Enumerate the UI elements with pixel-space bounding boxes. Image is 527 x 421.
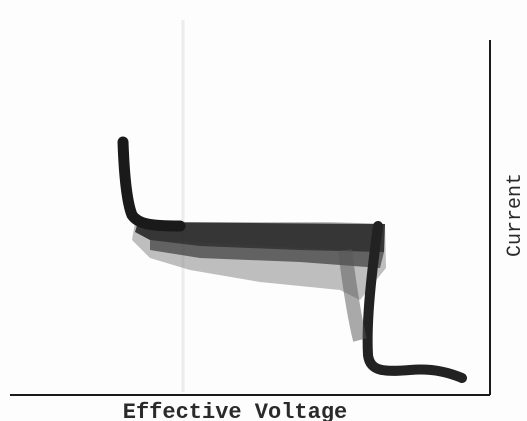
background bbox=[0, 0, 527, 421]
x-axis-label: Effective Voltage bbox=[123, 400, 347, 421]
figure: Effective Voltage Current bbox=[0, 0, 527, 421]
y-axis-label: Current bbox=[504, 173, 527, 257]
